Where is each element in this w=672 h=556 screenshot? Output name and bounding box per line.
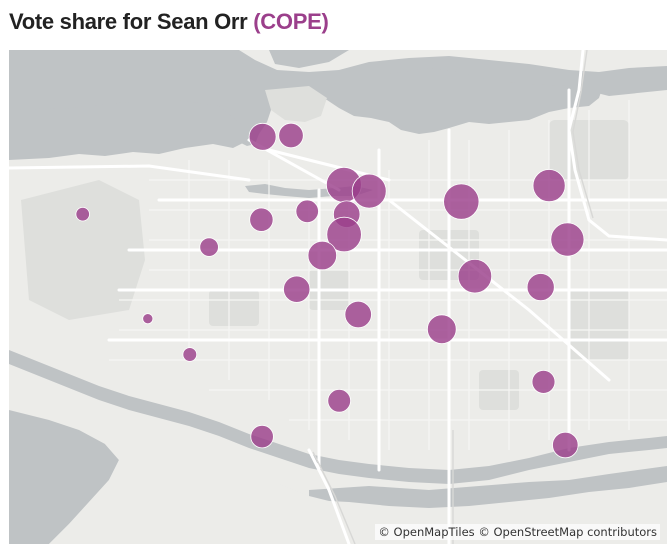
minor-streets — [109, 100, 667, 450]
vote-share-marker[interactable] — [295, 199, 319, 224]
vote-share-marker[interactable] — [327, 388, 352, 413]
vote-share-marker[interactable] — [75, 206, 90, 222]
vote-share-marker[interactable] — [142, 313, 154, 325]
vote-share-marker[interactable] — [344, 300, 372, 329]
land-south — [9, 444, 667, 544]
chart-title: Vote share for Sean Orr (COPE) — [9, 6, 329, 38]
vote-share-marker[interactable] — [526, 273, 555, 302]
vote-share-marker[interactable] — [283, 275, 311, 303]
vote-share-marker[interactable] — [182, 347, 198, 362]
attribution-data: © OpenStreetMap contributors — [478, 525, 657, 539]
vote-share-marker[interactable] — [199, 237, 219, 257]
map-panel[interactable]: © OpenMapTiles © OpenStreetMap contribut… — [9, 50, 667, 544]
land-north-shore — [239, 50, 667, 72]
vote-share-marker[interactable] — [531, 369, 556, 394]
vote-share-marker[interactable] — [307, 240, 338, 271]
water-north — [9, 50, 667, 96]
party-label: (COPE) — [253, 9, 329, 34]
title-text: Vote share for Sean Orr — [9, 9, 248, 34]
basemap — [9, 50, 667, 544]
vote-share-marker[interactable] — [278, 122, 304, 149]
vote-share-marker[interactable] — [426, 314, 457, 345]
map-attribution: © OpenMapTiles © OpenStreetMap contribut… — [375, 524, 660, 540]
vote-share-markers — [75, 122, 585, 459]
vote-share-marker[interactable] — [326, 216, 362, 253]
water-english-bay — [9, 100, 249, 160]
water-lower-river — [309, 466, 667, 508]
vote-share-marker[interactable] — [550, 222, 585, 257]
vote-share-marker[interactable] — [351, 173, 387, 209]
vote-share-marker[interactable] — [532, 169, 566, 203]
vote-share-marker[interactable] — [443, 183, 480, 220]
water-fraser-south — [9, 410, 119, 544]
vote-share-marker[interactable] — [250, 424, 274, 449]
vote-share-marker[interactable] — [552, 431, 579, 459]
vote-share-marker[interactable] — [249, 207, 274, 232]
attribution-tiles: © OpenMapTiles — [378, 525, 475, 539]
vote-share-marker[interactable] — [248, 122, 277, 151]
vote-share-marker[interactable] — [457, 258, 493, 294]
